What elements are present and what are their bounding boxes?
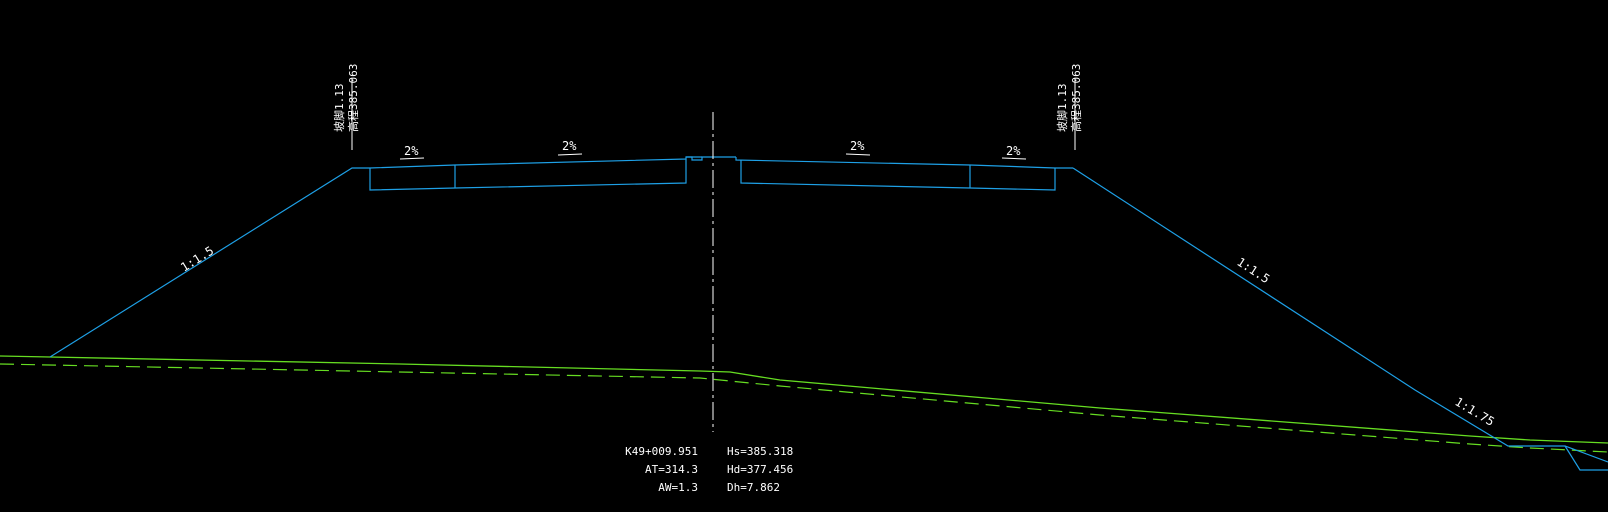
existing-ground-line: [0, 355, 1608, 444]
svg-text:2%: 2%: [404, 144, 419, 158]
station-dh: Dh=7.862: [727, 481, 780, 494]
svg-text:2%: 2%: [562, 139, 577, 153]
svg-text:2%: 2%: [1006, 144, 1021, 158]
station-hs: Hs=385.318: [727, 445, 793, 458]
station-at: AT=314.3: [645, 463, 698, 476]
left-edge-label-line1: 坡脚1.13: [332, 84, 346, 133]
grade-label-1: 2%: [399, 144, 425, 160]
left-side-slope: [49, 167, 370, 358]
slope-label-left: 1:1.5: [178, 244, 216, 275]
right-pavement-layer: [740, 160, 1056, 191]
grade-label-2: 2%: [557, 139, 583, 156]
station-hd: Hd=377.456: [727, 463, 793, 476]
right-edge-label-line2: 高程385.063: [1069, 64, 1083, 132]
right-ditch: [1564, 445, 1608, 471]
slope-label-right-lower: 1:1.75: [1452, 395, 1496, 429]
embankment-outline: [49, 156, 1608, 471]
slope-label-right-upper: 1:1.5: [1234, 255, 1272, 286]
median-top: [686, 156, 736, 161]
right-edge-label-line1: 坡脚1.13: [1055, 84, 1069, 133]
grade-label-3: 2%: [845, 139, 871, 156]
svg-text:2%: 2%: [850, 139, 865, 153]
left-edge-label-line2: 高程385.063: [346, 64, 360, 132]
station-chainage: K49+009.951: [625, 445, 698, 458]
station-info: K49+009.951 AT=314.3 AW=1.3 Hs=385.318 H…: [625, 445, 793, 494]
right-side-slope: [1072, 167, 1608, 463]
grade-label-4: 2%: [1001, 144, 1027, 160]
design-ground-dashed-line: [0, 363, 1608, 453]
station-aw: AW=1.3: [658, 481, 698, 494]
